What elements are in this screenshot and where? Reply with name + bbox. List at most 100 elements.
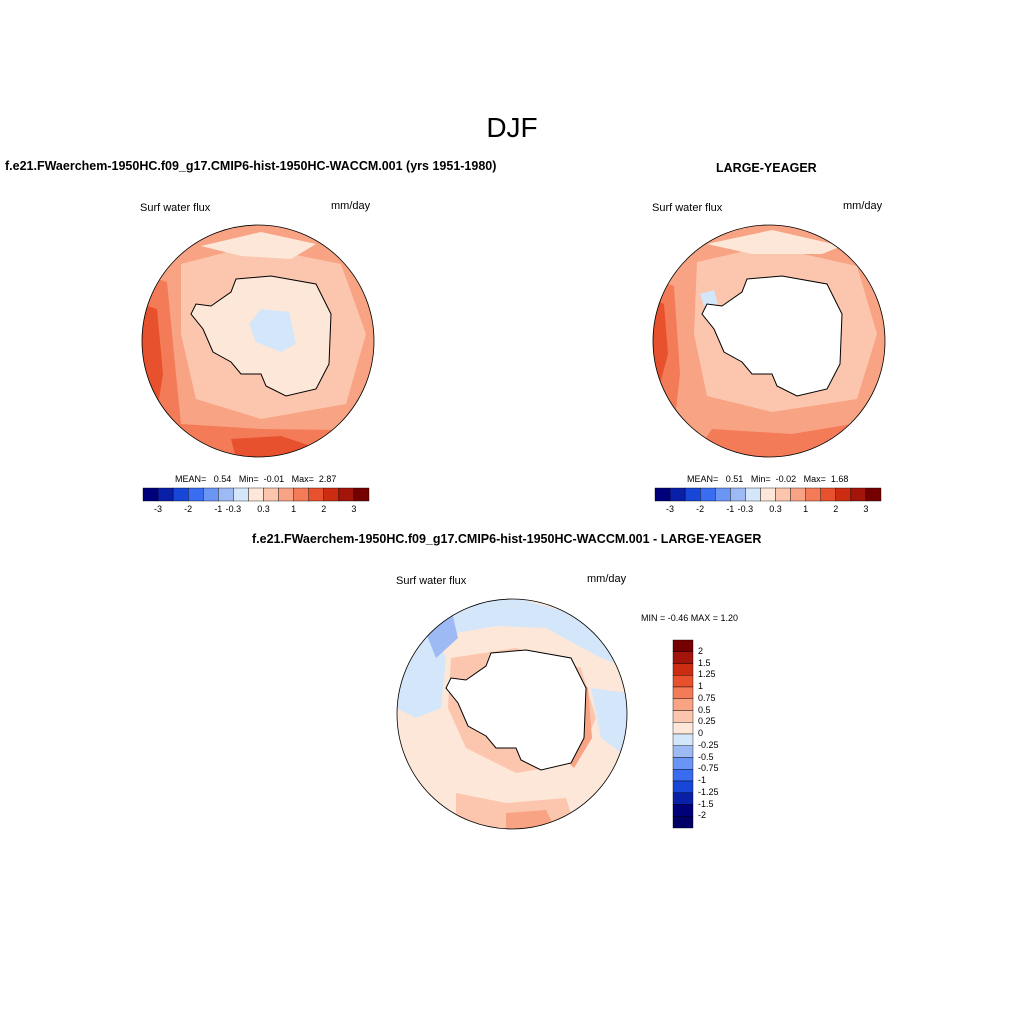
colorbar-swatch [790, 487, 806, 502]
colorbar-tick-label: -0.5 [698, 751, 714, 762]
colorbar-swatch [263, 487, 279, 502]
colorbar-tick-label: -3 [666, 504, 675, 514]
panel-obs-map [652, 224, 886, 458]
colorbar-swatch [672, 804, 694, 817]
colorbar-tick-label: 2 [833, 504, 839, 514]
neg-mid-patch [424, 608, 458, 658]
max-label: Max= [803, 474, 826, 484]
max-label: Max= [291, 474, 314, 484]
colorbar-swatch [233, 487, 249, 502]
panel-model-map [141, 224, 375, 458]
panel-obs-units-label: mm/day [843, 200, 883, 212]
panel-model-units-label: mm/day [331, 200, 371, 212]
panel-model-stats: MEAN= 0.54 Min= -0.01 Max= 2.87 [175, 474, 336, 484]
panel-model-title: f.e21.FWaerchem-1950HC.f09_g17.CMIP6-his… [5, 159, 497, 173]
panel-model-colorbar [142, 487, 370, 502]
colorbar-tick-label: 3 [863, 504, 869, 514]
panel-obs-colorbar [654, 487, 882, 502]
colorbar-tick-label: 0.3 [257, 504, 270, 514]
colorbar-tick-label: 1 [698, 681, 704, 691]
colorbar-swatch [672, 769, 694, 782]
colorbar-swatch [172, 487, 189, 502]
panel-diff-variable-label: Surf water flux [396, 575, 467, 587]
antarctica-masked [701, 275, 843, 397]
colorbar-swatch [188, 487, 204, 502]
min-label: Min= [238, 474, 259, 484]
colorbar-swatch [700, 487, 716, 502]
mean-label: MEAN= [175, 474, 207, 484]
colorbar-tick-label: -3 [154, 504, 163, 514]
colorbar-swatch [850, 487, 867, 502]
colorbar-tick-label: 2 [698, 645, 704, 656]
colorbar-swatch [672, 816, 694, 829]
colorbar-swatch [760, 487, 776, 502]
colorbar-tick-label: -1.5 [698, 798, 714, 809]
colorbar-swatch [672, 686, 694, 699]
colorbar-tick-label: -1 [214, 504, 223, 514]
max-value: 1.68 [830, 474, 849, 484]
min-value: -0.02 [775, 474, 797, 484]
colorbar-swatch [820, 487, 837, 502]
colorbar-swatch [669, 487, 686, 502]
colorbar-swatch [672, 733, 694, 746]
colorbar-swatch [672, 792, 694, 805]
negative-interior-patch [249, 309, 296, 352]
neg-east-patch [591, 688, 627, 758]
colorbar-tick-label: -2 [698, 810, 707, 821]
colorbar-swatch [308, 487, 325, 502]
panel-diff-colorbar [672, 639, 694, 829]
min-value: -0.01 [263, 474, 285, 484]
colorbar-swatch [672, 663, 694, 676]
colorbar-swatch [654, 487, 671, 502]
min-label: Min= [750, 474, 771, 484]
colorbar-tick-label: 1.25 [698, 669, 716, 680]
colorbar-tick-label: -2 [184, 504, 193, 514]
figure-title: DJF [486, 112, 538, 143]
colorbar-tick-label: 0 [698, 728, 704, 738]
colorbar-swatch [218, 487, 234, 502]
panel-obs-stats: MEAN= 0.51 Min= -0.02 Max= 1.68 [687, 474, 848, 484]
panel-diff-minmax: MIN = -0.46 MAX = 1.20 [641, 613, 739, 623]
colorbar-swatch [805, 487, 821, 502]
colorbar-swatch [293, 487, 309, 502]
colorbar-tick-label: -0.75 [698, 763, 719, 774]
colorbar-swatch [672, 639, 694, 652]
colorbar-swatch [835, 487, 852, 502]
mean-value: 0.54 [213, 474, 232, 484]
colorbar-tick-label: -0.25 [698, 739, 719, 750]
colorbar-swatch [157, 487, 174, 502]
colorbar-tick-label: 0.3 [769, 504, 782, 514]
colorbar-tick-label: -1.25 [698, 786, 719, 797]
colorbar-swatch [672, 780, 694, 793]
colorbar-swatch [715, 487, 731, 502]
colorbar-tick-label: -0.3 [737, 504, 754, 514]
colorbar-swatch [203, 487, 219, 502]
colorbar-tick-label: -2 [696, 504, 705, 514]
colorbar-tick-label: -1 [726, 504, 735, 514]
max-value: 2.87 [318, 474, 337, 484]
colorbar-swatch [672, 675, 694, 688]
panel-diff-title: f.e21.FWaerchem-1950HC.f09_g17.CMIP6-his… [252, 532, 762, 546]
neg-small-patch [700, 290, 718, 306]
colorbar-swatch [672, 757, 694, 770]
colorbar-swatch [730, 487, 746, 502]
colorbar-tick-label: 1 [291, 504, 297, 514]
colorbar-tick-label: 1 [803, 504, 809, 514]
colorbar-swatch [248, 487, 264, 502]
colorbar-tick-label: 0.25 [698, 716, 716, 727]
colorbar-swatch [775, 487, 791, 502]
colorbar-swatch [672, 651, 694, 664]
panel-model-variable-label: Surf water flux [140, 202, 211, 214]
panel-diff-map [396, 598, 628, 830]
colorbar-swatch [672, 710, 694, 723]
colorbar-swatch [353, 487, 370, 502]
colorbar-tick-label: 3 [351, 504, 357, 514]
colorbar-tick-label: -1 [698, 775, 707, 785]
panel-obs-title: LARGE-YEAGER [716, 161, 817, 175]
colorbar-swatch [323, 487, 340, 502]
colorbar-tick-label: 0.5 [698, 704, 711, 715]
colorbar-swatch [142, 487, 159, 502]
colorbar-tick-label: 1.5 [698, 657, 711, 668]
low-top-patch [707, 230, 842, 254]
colorbar-swatch [865, 487, 882, 502]
